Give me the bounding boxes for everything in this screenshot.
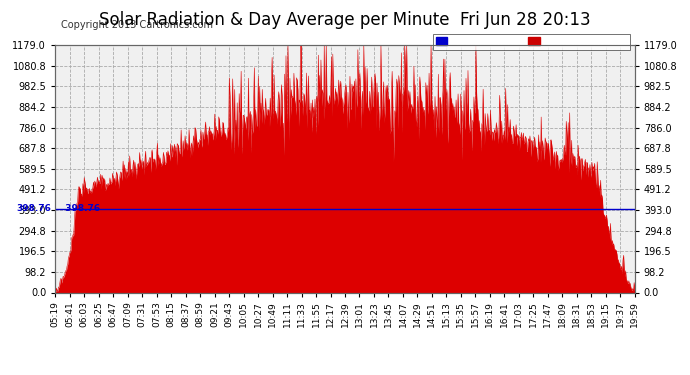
Text: Solar Radiation & Day Average per Minute  Fri Jun 28 20:13: Solar Radiation & Day Average per Minute… [99,11,591,29]
Legend: Median (w/m2), Radiation (w/m2): Median (w/m2), Radiation (w/m2) [433,34,630,50]
Text: 398.76: 398.76 [16,204,51,213]
Text: 398.76: 398.76 [59,204,101,213]
Text: Copyright 2013 Cartronics.com: Copyright 2013 Cartronics.com [61,20,213,30]
